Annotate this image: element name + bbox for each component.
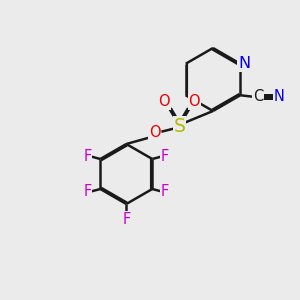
Text: S: S: [173, 116, 185, 136]
Text: F: F: [83, 184, 92, 199]
Text: F: F: [122, 212, 130, 227]
Text: F: F: [83, 149, 92, 164]
Text: C: C: [253, 89, 263, 104]
Text: O: O: [149, 125, 160, 140]
Text: F: F: [161, 149, 169, 164]
Text: F: F: [161, 184, 169, 199]
Text: N: N: [274, 89, 284, 104]
Text: O: O: [189, 94, 200, 109]
Text: N: N: [238, 56, 250, 71]
Text: O: O: [159, 94, 170, 109]
